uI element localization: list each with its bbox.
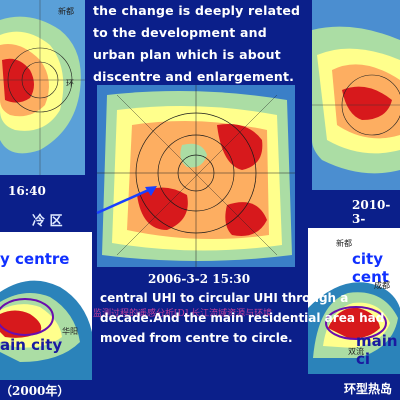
label-city-centre-right: city cent (352, 250, 389, 286)
heat-map-top-left: 新都 环 (0, 0, 85, 175)
arrow-icon (96, 186, 157, 215)
caption-center-datetime: 2006-3-2 15:30 (148, 272, 251, 286)
caption-right-cn: 环型热岛 (344, 382, 393, 396)
map-label-huan-left: 环 (66, 79, 74, 88)
label-main-city-right: main ci (356, 332, 398, 368)
map-label-xindu-right: 新都 (336, 239, 352, 248)
map-label-shuangliu: 双流 (348, 347, 364, 356)
map-label-huayang: 华阳 (62, 327, 78, 336)
label-main-city-left: ain city (0, 336, 63, 354)
map-label-xindu-left: 新都 (58, 7, 74, 16)
heat-map-top-right (312, 0, 400, 190)
caption-left-time: 16:40 (8, 184, 46, 198)
label-city-centre-left: y centre (0, 250, 70, 268)
caption-left-year: （2000年） (0, 384, 70, 398)
heat-map-center (97, 85, 295, 267)
caption-cold-zone: 冷 区 (32, 214, 63, 229)
caption-right-date: 2010-3- (352, 198, 391, 226)
top-text: the change is deeply related to the deve… (93, 3, 301, 84)
ghost-citation-text: 监测过程的遥感分析[D].长江流域资源与环境 (93, 309, 273, 319)
bottom-text: central UHI to circular UHI through a de… (100, 291, 385, 345)
heat-3d-bottom-left: y centre ain city 华阳 (0, 232, 92, 380)
heat-3d-bottom-right: 新都 city cent 成都 main ci 双流 (308, 228, 400, 374)
map-label-chenghua: 成都 (374, 281, 390, 290)
